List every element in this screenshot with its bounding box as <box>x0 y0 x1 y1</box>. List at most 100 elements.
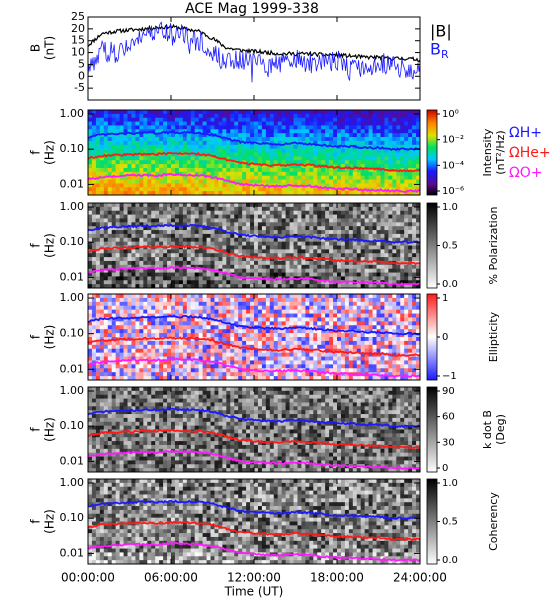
spectrum-cell <box>238 321 243 326</box>
spectrum-cell <box>95 237 101 243</box>
spectrum-cell <box>88 257 93 262</box>
spectrum-cell <box>364 117 370 122</box>
spectrum-cell <box>344 257 350 262</box>
spectrum-cell <box>151 167 156 173</box>
spectrum-cell <box>163 376 168 381</box>
spectrum-cell <box>218 129 223 134</box>
spectrum-cell <box>210 222 215 227</box>
spectrum-cell <box>293 187 298 192</box>
spectrum-cell <box>352 284 358 289</box>
spectrum-cell <box>202 210 207 215</box>
spectrum-cell <box>159 284 164 289</box>
spectrum-cell <box>206 272 211 277</box>
spectrum-cell <box>254 191 259 196</box>
spectrum-cell <box>289 152 294 157</box>
spectrum-cell <box>194 203 200 208</box>
spectrum-cell <box>305 230 310 235</box>
spectrum-cell <box>376 257 381 262</box>
spectrum-cell <box>380 133 385 138</box>
spectrum-cell <box>230 321 235 326</box>
spectrum-cell <box>305 218 310 223</box>
spectrum-cell <box>265 137 271 142</box>
spectrum-cell <box>194 249 200 254</box>
spectrum-cell <box>230 121 235 126</box>
spectrum-cell <box>392 272 397 277</box>
spectrum-cell <box>202 272 207 277</box>
spectrum-cell <box>230 171 235 177</box>
spectrum-cell <box>127 191 132 196</box>
spectrum-cell <box>297 309 302 314</box>
spectrum-cell <box>206 179 211 184</box>
spectrum-cell <box>416 233 421 239</box>
spectrum-cell <box>234 333 239 338</box>
spectrum-cell <box>293 218 298 223</box>
spectrum-cell <box>297 148 302 153</box>
spectrum-cell <box>99 214 105 219</box>
spectrum-cell <box>143 218 148 223</box>
spectrum-cell <box>301 284 306 289</box>
spectrum-cell <box>230 140 235 146</box>
spectrum-cell <box>337 230 342 235</box>
spectrum-cell <box>396 179 401 184</box>
spectrum-cell <box>115 276 121 281</box>
spectrum-cell <box>352 276 358 281</box>
spectrum-cell <box>147 210 152 215</box>
spectrum-cell <box>412 233 417 239</box>
spectrum-cell <box>277 167 283 173</box>
spectrum-cell <box>301 344 306 350</box>
spectrum-cell <box>400 140 405 146</box>
spectrum-cell <box>115 191 121 196</box>
spectrum-cell <box>226 360 231 365</box>
spectrum-cell <box>352 222 358 227</box>
spectrum-cell <box>218 152 223 157</box>
spectrum-cell <box>376 110 381 115</box>
spectrum-cell <box>250 167 255 173</box>
spectrum-cell <box>103 148 109 153</box>
spectrum-cell <box>171 260 176 266</box>
spectrum-cell <box>194 372 200 377</box>
spectrum-cell <box>277 340 283 346</box>
spectrum-cell <box>103 156 109 161</box>
spectrum-cell <box>190 325 196 330</box>
spectrum-cell <box>368 218 373 223</box>
spectrum-cell <box>107 301 113 307</box>
spectrum-cell <box>186 237 192 243</box>
spectrum-cell <box>281 272 287 277</box>
spectrum-cell <box>194 191 200 196</box>
spectrum-cell <box>159 340 164 346</box>
spectrum-cell <box>257 164 263 169</box>
spectrum-cell <box>99 113 105 119</box>
spectrum-cell <box>281 237 287 243</box>
spectrum-cell <box>107 294 113 299</box>
spectrum-cell <box>340 268 346 273</box>
spectrum-cell <box>329 218 334 223</box>
spectrum-cell <box>163 203 168 208</box>
spectrum-cell <box>159 360 164 365</box>
spectrum-cell <box>131 117 136 122</box>
spectrum-cell <box>293 137 298 142</box>
spectrum-cell <box>171 117 176 122</box>
spectrum-cell <box>242 226 247 231</box>
spectrum-cell <box>127 156 132 161</box>
spectrum-cell <box>171 133 176 138</box>
spectrum-cell <box>119 309 124 314</box>
spectrum-cell <box>364 264 370 270</box>
spectrum-cell <box>277 272 283 277</box>
spectrum-cell <box>230 309 235 314</box>
spectrum-cell <box>297 203 302 208</box>
spectrum-cell <box>139 110 144 115</box>
spectrum-cell <box>186 167 192 173</box>
spectrum-cell <box>198 329 204 334</box>
spectrum-cell <box>269 222 275 227</box>
spectrum-cell <box>289 110 294 115</box>
spectrum-cell <box>356 171 362 177</box>
spectrum-cell <box>297 218 302 223</box>
spectrum-cell <box>321 167 326 173</box>
spectrum-cell <box>135 249 140 254</box>
spectrum-cell <box>202 137 207 142</box>
spectrum-cell <box>95 218 101 223</box>
spectrum-cell <box>273 337 279 342</box>
spectrum-cell <box>277 245 283 250</box>
spectrum-cell <box>289 144 294 150</box>
spectrum-cell <box>329 260 334 266</box>
